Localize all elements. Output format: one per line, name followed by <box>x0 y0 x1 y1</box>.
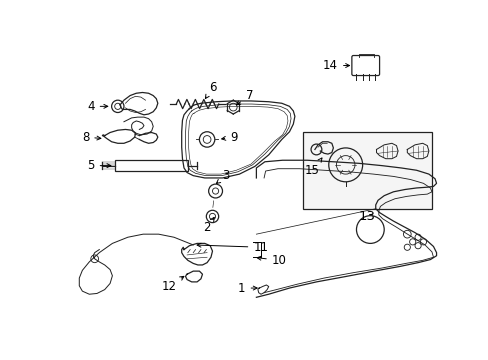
Text: 1: 1 <box>238 282 257 294</box>
Text: 4: 4 <box>87 100 107 113</box>
Text: 12: 12 <box>161 276 183 293</box>
Text: 7: 7 <box>236 89 253 105</box>
Text: 5: 5 <box>87 159 111 172</box>
Text: 2: 2 <box>203 217 214 234</box>
Text: 15: 15 <box>305 158 321 177</box>
Text: 14: 14 <box>323 59 349 72</box>
Text: 6: 6 <box>205 81 216 99</box>
Text: 9: 9 <box>221 131 237 144</box>
Text: 11: 11 <box>197 241 268 254</box>
Text: 8: 8 <box>82 131 101 144</box>
Text: 13: 13 <box>358 210 375 223</box>
Text: 10: 10 <box>257 254 286 267</box>
Bar <box>115 160 187 171</box>
Bar <box>302 132 431 209</box>
Text: 3: 3 <box>216 169 229 184</box>
